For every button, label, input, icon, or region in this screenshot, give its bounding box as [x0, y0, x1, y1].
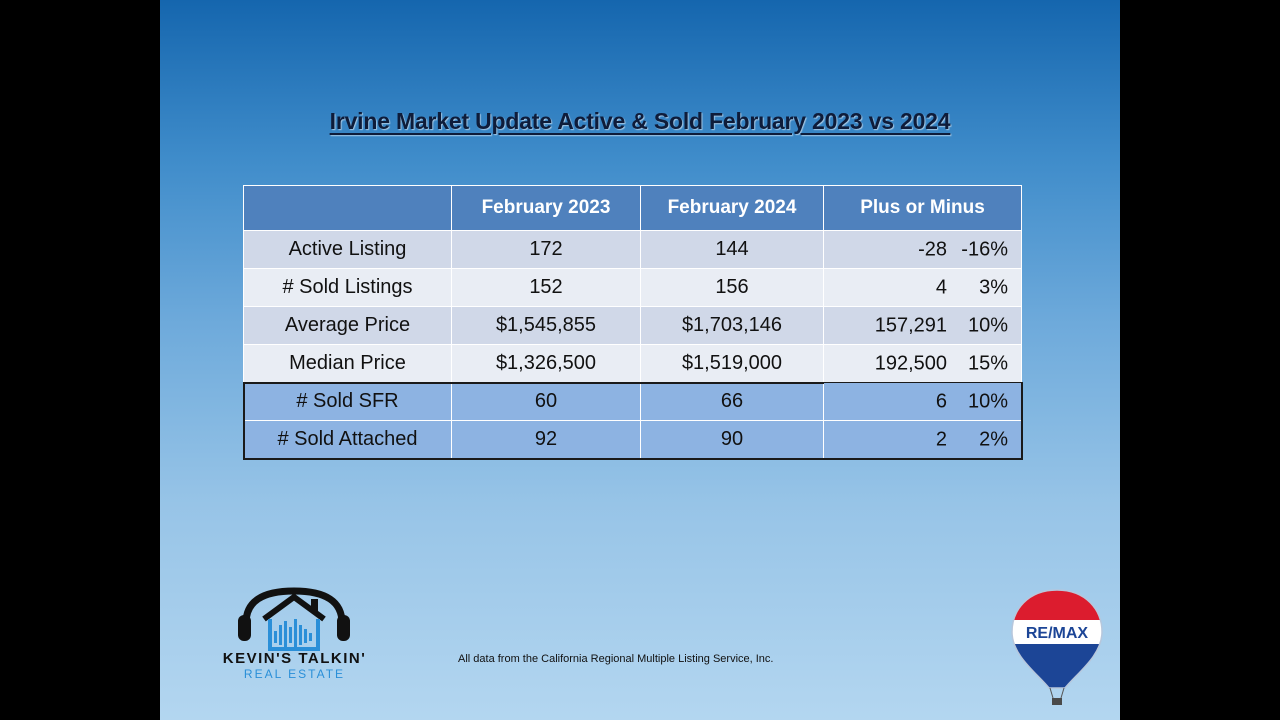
diff-amount: 2 [935, 428, 947, 450]
table-row: Active Listing 172 144 -28 -16% [243, 230, 1022, 269]
row-label: # Sold SFR [243, 382, 452, 421]
value-feb2024: $1,703,146 [640, 306, 824, 345]
header-cell-feb2023: February 2023 [451, 185, 641, 231]
value-plus-minus: -28 -16% [823, 230, 1022, 269]
table-row: Average Price $1,545,855 $1,703,146 157,… [243, 306, 1022, 345]
header-cell-plus-minus: Plus or Minus [823, 185, 1022, 231]
value-plus-minus: 192,500 15% [823, 344, 1022, 383]
row-label: Active Listing [243, 230, 452, 269]
letterbox-left [0, 0, 160, 720]
value-plus-minus: 2 2% [823, 420, 1022, 459]
house-headphones-icon [238, 587, 350, 651]
letterbox-right [1120, 0, 1280, 720]
table-header-row: February 2023 February 2024 Plus or Minu… [243, 185, 1022, 231]
table-row: # Sold SFR 60 66 6 10% [243, 382, 1022, 421]
table-row: # Sold Attached 92 90 2 2% [243, 420, 1022, 459]
diff-amount: -28 [918, 238, 947, 260]
row-label: # Sold Listings [243, 268, 452, 307]
diff-amount: 4 [935, 276, 947, 298]
value-plus-minus: 157,291 10% [823, 306, 1022, 345]
value-feb2023: 152 [451, 268, 641, 307]
value-feb2023: $1,545,855 [451, 306, 641, 345]
hot-air-balloon-icon: RE/MAX [1011, 589, 1103, 705]
value-feb2023: 172 [451, 230, 641, 269]
table-row: Median Price $1,326,500 $1,519,000 192,5… [243, 344, 1022, 383]
table-row: # Sold Listings 152 156 4 3% [243, 268, 1022, 307]
slide: Irvine Market Update Active & Sold Febru… [160, 0, 1120, 720]
diff-percent: 2% [979, 428, 1008, 450]
diff-percent: 10% [967, 314, 1008, 336]
value-feb2023: $1,326,500 [451, 344, 641, 383]
value-feb2023: 60 [451, 382, 641, 421]
market-table: February 2023 February 2024 Plus or Minu… [242, 185, 1023, 460]
brand-name: RE/MAX [1026, 625, 1089, 642]
header-cell-feb2024: February 2024 [640, 185, 824, 231]
row-label: Median Price [243, 344, 452, 383]
value-feb2024: 144 [640, 230, 824, 269]
diff-amount: 192,500 [874, 352, 947, 374]
value-feb2024: $1,519,000 [640, 344, 824, 383]
page-title: Irvine Market Update Active & Sold Febru… [329, 108, 951, 134]
row-label: Average Price [243, 306, 452, 345]
sold-breakdown-group: # Sold SFR 60 66 6 10% # Sold Attached 9… [242, 381, 1023, 460]
logo-subtitle: REAL ESTATE [243, 667, 346, 681]
diff-percent: -16% [961, 238, 1008, 260]
diff-amount: 157,291 [874, 314, 947, 336]
value-feb2024: 90 [640, 420, 824, 459]
diff-percent: 15% [967, 352, 1008, 374]
diff-percent: 10% [967, 390, 1008, 412]
value-plus-minus: 4 3% [823, 268, 1022, 307]
value-plus-minus: 6 10% [823, 382, 1022, 421]
source-note: All data from the California Regional Mu… [458, 653, 774, 665]
row-label: # Sold Attached [243, 420, 452, 459]
diff-percent: 3% [979, 276, 1008, 298]
value-feb2023: 92 [451, 420, 641, 459]
diff-amount: 6 [935, 390, 947, 412]
value-feb2024: 66 [640, 382, 824, 421]
header-cell-empty [243, 185, 452, 231]
value-feb2024: 156 [640, 268, 824, 307]
logo-name: KEVIN'S TALKIN' [222, 650, 367, 667]
